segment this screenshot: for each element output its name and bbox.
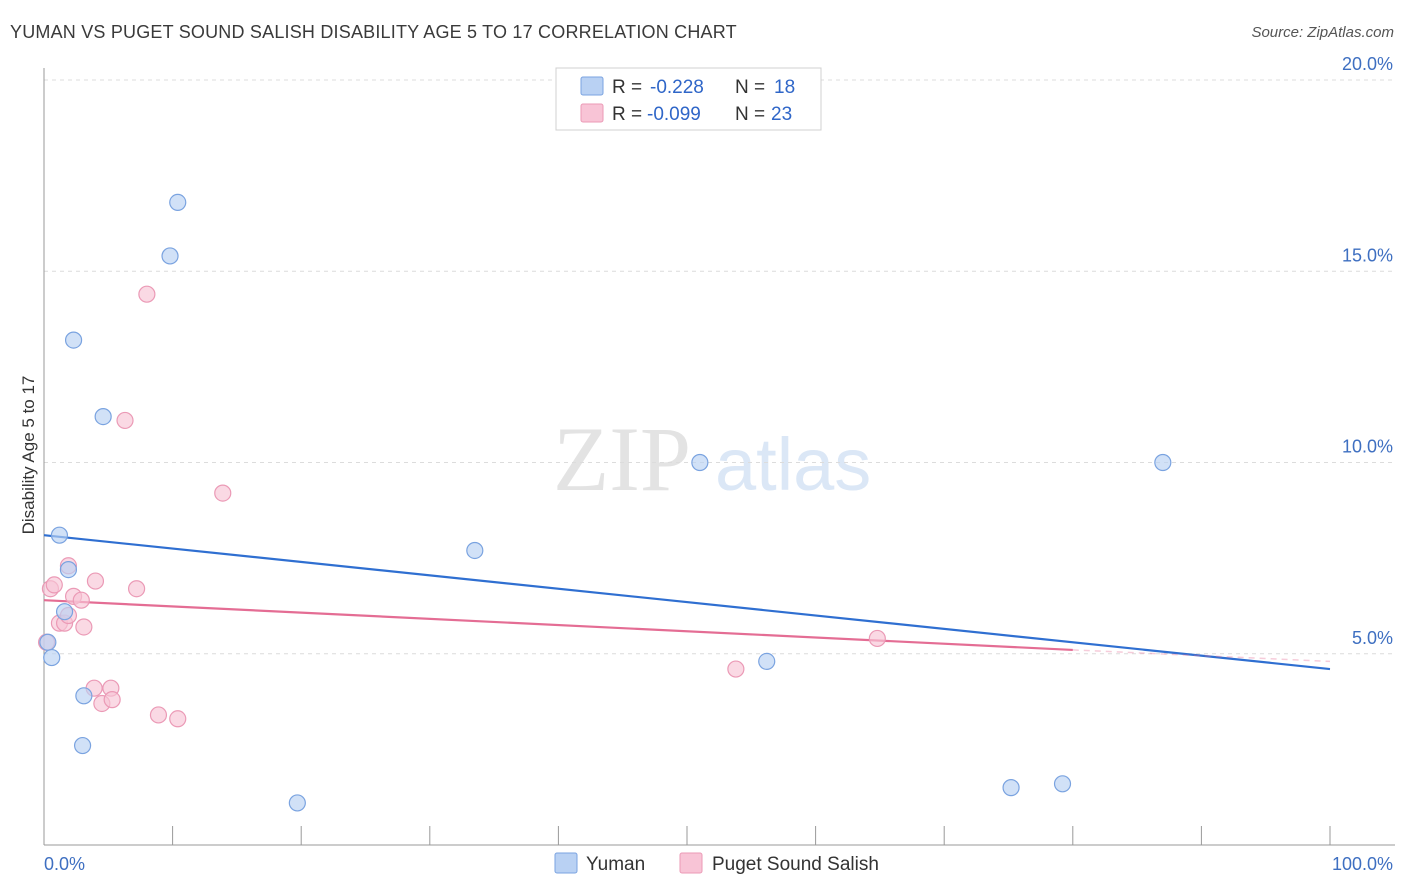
- legend-r-value: -0.228: [650, 77, 704, 98]
- data-point: [169, 193, 187, 211]
- data-point: [50, 526, 69, 544]
- data-point: [43, 648, 61, 667]
- series-legend: Yuman Puget Sound Salish: [554, 852, 879, 875]
- data-point: [45, 576, 63, 594]
- data-point: [59, 560, 78, 579]
- data-point: [127, 580, 146, 598]
- data-point: [161, 247, 179, 265]
- legend-swatch-yuman: [580, 76, 604, 96]
- data-point: [103, 691, 121, 709]
- data-point: [868, 629, 886, 648]
- stats-legend: R = -0.228 N = 18 R = -0.099 N = 23: [555, 67, 822, 131]
- data-point: [466, 541, 484, 560]
- data-point: [1002, 779, 1020, 797]
- trend-line: [43, 534, 1331, 671]
- data-point: [55, 603, 74, 621]
- gridlines: [44, 79, 1395, 655]
- series-legend-label-yuman: Yuman: [586, 854, 645, 875]
- y-axis-label: Disability Age 5 to 17: [19, 376, 38, 535]
- axes: [43, 68, 1395, 846]
- data-point: [72, 591, 90, 609]
- y-tick-label: 5.0%: [1352, 628, 1393, 648]
- legend-swatch-puget: [580, 103, 604, 123]
- data-point: [138, 285, 156, 303]
- legend-n-value: 18: [774, 77, 795, 98]
- data-point: [75, 618, 93, 636]
- watermark-atlas: atlas: [715, 423, 871, 506]
- legend-n-label: N =: [735, 77, 765, 98]
- data-point: [214, 484, 232, 502]
- data-point: [64, 331, 83, 349]
- series-legend-swatch-yuman: [554, 852, 578, 874]
- data-point: [75, 687, 93, 705]
- watermark-zip: ZIP: [553, 408, 691, 510]
- data-points: [37, 193, 1172, 812]
- x-tick-label: 0.0%: [44, 854, 85, 874]
- legend-r-label: R =: [612, 104, 642, 125]
- legend-r-value: -0.099: [647, 104, 701, 125]
- data-point: [727, 660, 745, 678]
- watermark: ZIP atlas: [553, 408, 871, 510]
- data-point: [691, 453, 709, 472]
- legend-n-value: 23: [771, 104, 792, 125]
- data-point: [149, 706, 168, 724]
- y-tick-label: 20.0%: [1342, 54, 1393, 74]
- legend-r-label: R =: [612, 77, 642, 98]
- data-point: [116, 411, 134, 430]
- data-point: [758, 652, 776, 671]
- data-point: [1053, 775, 1072, 793]
- y-tick-label: 15.0%: [1342, 245, 1393, 265]
- chart-title: YUMAN VS PUGET SOUND SALISH DISABILITY A…: [10, 22, 737, 42]
- axis-labels: 5.0% 10.0% 15.0% 20.0% 0.0% 100.0% Disability …: [19, 54, 1393, 874]
- y-tick-label: 10.0%: [1342, 437, 1393, 457]
- data-point: [169, 710, 187, 728]
- legend-n-label: N =: [735, 104, 765, 125]
- data-point: [1154, 453, 1172, 472]
- data-point: [288, 794, 306, 812]
- trend-line-extension: [1072, 649, 1331, 663]
- trend-line: [43, 599, 1073, 652]
- series-legend-swatch-puget: [679, 852, 703, 874]
- data-point: [86, 572, 105, 590]
- data-point: [94, 408, 112, 426]
- series-legend-label-puget: Puget Sound Salish: [712, 854, 879, 875]
- trend-lines: [43, 534, 1331, 671]
- x-tick-label: 100.0%: [1332, 854, 1393, 874]
- source-label: Source: ZipAtlas.com: [1251, 24, 1394, 41]
- data-point: [73, 736, 92, 755]
- data-point: [39, 633, 57, 651]
